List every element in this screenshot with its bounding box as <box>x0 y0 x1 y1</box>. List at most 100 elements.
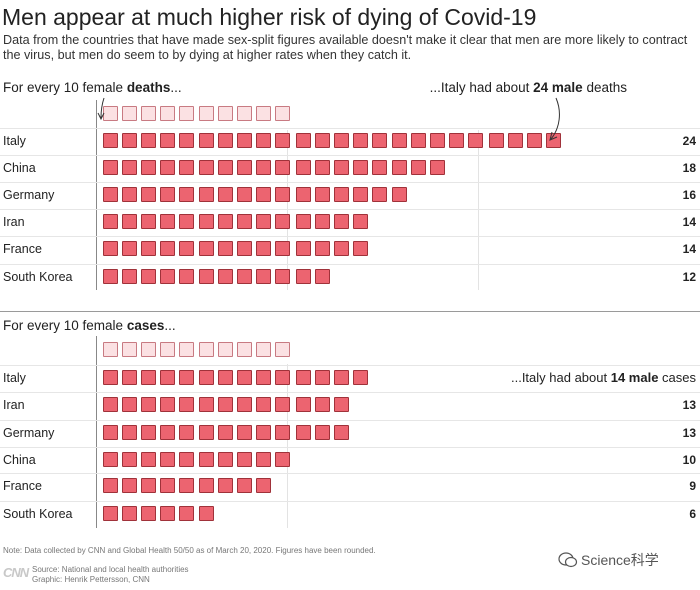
deaths-row-value: 14 <box>682 215 696 229</box>
deaths-male-square <box>217 241 233 256</box>
deaths-row-value: 12 <box>682 270 696 284</box>
deaths-female-square <box>103 106 118 121</box>
cases-male-square <box>198 425 214 440</box>
deaths-male-square <box>274 133 290 148</box>
cases-row-value: 13 <box>682 426 696 440</box>
deaths-male-square <box>141 160 157 175</box>
cases-male-square <box>160 452 176 467</box>
deaths-male-square <box>296 187 311 202</box>
cases-row-separator <box>0 365 700 366</box>
cases-male-square <box>255 370 271 385</box>
cases-callout-value: 14 male <box>610 370 659 385</box>
deaths-male-square <box>372 160 388 175</box>
deaths-axis-line <box>96 100 97 290</box>
deaths-male-square <box>217 160 233 175</box>
cases-row-separator <box>0 501 700 502</box>
deaths-row-label: China <box>3 161 36 175</box>
cases-male-square <box>160 506 176 521</box>
cases-male-square <box>198 506 214 521</box>
cases-male-square <box>274 397 290 412</box>
deaths-male-square <box>179 160 195 175</box>
deaths-male-square <box>391 187 407 202</box>
deaths-male-square <box>103 133 118 148</box>
deaths-male-square <box>198 241 214 256</box>
deaths-male-square <box>122 160 138 175</box>
cases-male-square <box>122 478 138 493</box>
cases-male-square <box>122 506 138 521</box>
deaths-row-label: South Korea <box>3 270 73 284</box>
deaths-male-square <box>296 133 311 148</box>
deaths-male-square <box>372 187 388 202</box>
deaths-male-square <box>255 241 271 256</box>
cases-gridline-10 <box>287 364 288 528</box>
deaths-male-square <box>236 187 252 202</box>
cases-male-square <box>255 452 271 467</box>
cases-male-square <box>179 397 195 412</box>
cases-row-label: Italy <box>3 371 26 385</box>
deaths-male-square <box>103 269 118 284</box>
deaths-male-square <box>527 133 543 148</box>
cases-male-square <box>315 370 331 385</box>
cases-row-label: Germany <box>3 426 55 440</box>
cases-male-square <box>103 425 118 440</box>
cases-row-separator <box>0 473 700 474</box>
deaths-male-square <box>122 269 138 284</box>
cases-male-square <box>103 478 118 493</box>
cases-row-label: France <box>3 479 42 493</box>
deaths-gridline-10 <box>287 130 288 290</box>
deaths-row-separator <box>0 128 700 129</box>
deaths-male-square <box>334 187 350 202</box>
cases-male-square <box>236 397 252 412</box>
deaths-row-value: 24 <box>682 134 696 148</box>
cases-male-square <box>334 370 350 385</box>
deaths-male-square <box>353 241 369 256</box>
deaths-male-square <box>141 214 157 229</box>
deaths-male-square <box>179 187 195 202</box>
cases-callout: ...Italy had about 14 male cases <box>511 370 696 385</box>
deaths-male-square <box>141 133 157 148</box>
deaths-male-square <box>489 133 504 148</box>
deaths-row-separator <box>0 209 700 210</box>
deaths-male-square <box>315 187 331 202</box>
deaths-female-square <box>236 106 252 121</box>
cases-male-square <box>198 478 214 493</box>
cases-male-square <box>217 397 233 412</box>
deaths-male-square <box>236 269 252 284</box>
deaths-row-separator <box>0 155 700 156</box>
cases-male-square <box>198 452 214 467</box>
deaths-male-square <box>429 160 445 175</box>
cases-male-square <box>179 478 195 493</box>
deaths-callout: ...Italy had about 24 male deaths <box>429 80 627 95</box>
deaths-male-square <box>353 133 369 148</box>
deaths-male-square <box>103 187 118 202</box>
cases-female-square <box>160 342 176 357</box>
cases-male-square <box>217 425 233 440</box>
deaths-male-square <box>274 269 290 284</box>
cases-male-square <box>296 397 311 412</box>
section-divider <box>0 311 700 312</box>
cases-female-square <box>236 342 252 357</box>
cases-female-square <box>122 342 138 357</box>
cases-male-square <box>179 370 195 385</box>
cases-male-square <box>315 425 331 440</box>
deaths-male-square <box>103 214 118 229</box>
cases-female-square <box>141 342 157 357</box>
deaths-male-square <box>179 241 195 256</box>
deaths-female-square <box>198 106 214 121</box>
cnn-logo: CNN <box>3 565 29 580</box>
deaths-male-square <box>217 269 233 284</box>
deaths-male-square <box>122 241 138 256</box>
deaths-male-square <box>315 214 331 229</box>
deaths-male-square <box>198 133 214 148</box>
cases-male-square <box>236 425 252 440</box>
deaths-male-square <box>296 241 311 256</box>
cases-male-square <box>122 370 138 385</box>
cases-female-square <box>217 342 233 357</box>
deaths-male-square <box>122 187 138 202</box>
deaths-row-separator <box>0 182 700 183</box>
deaths-male-square <box>296 269 311 284</box>
cases-row-label: Iran <box>3 398 25 412</box>
cases-female-square <box>255 342 271 357</box>
cases-male-square <box>217 370 233 385</box>
cases-male-square <box>334 425 350 440</box>
